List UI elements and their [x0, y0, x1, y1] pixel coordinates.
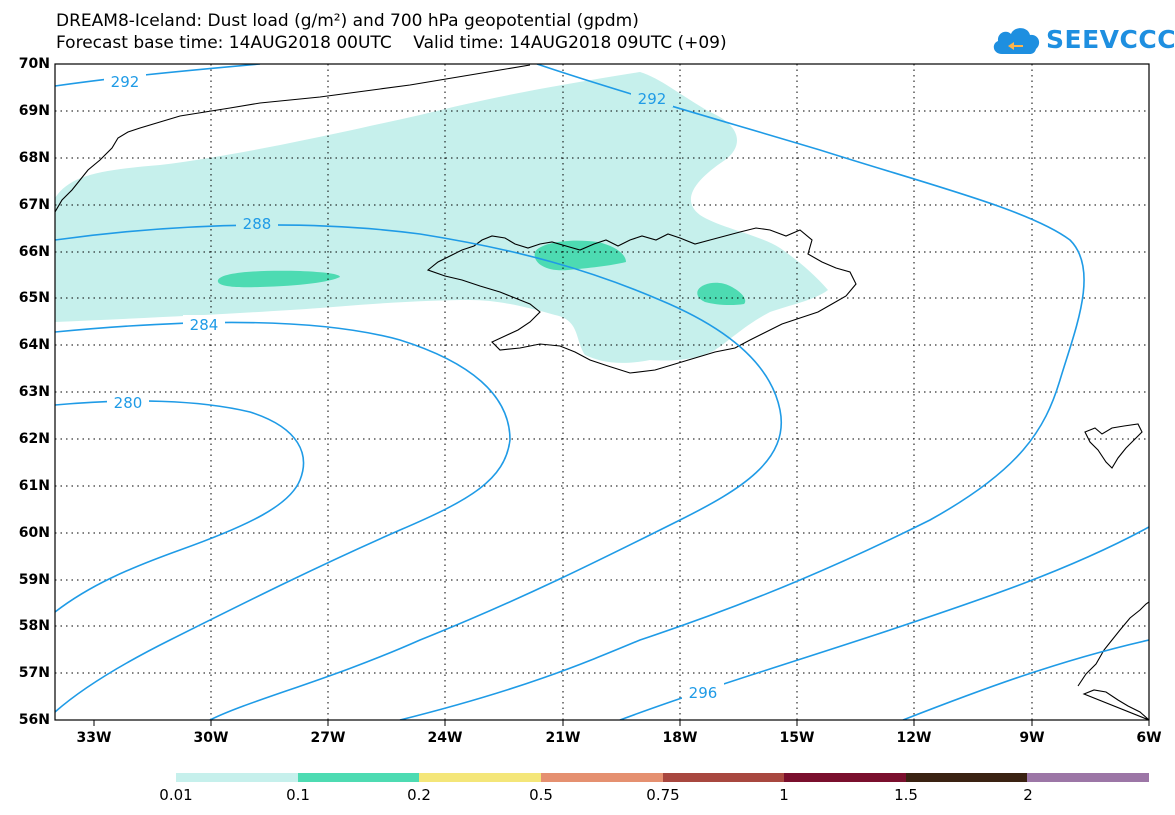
lat-label: 62N	[18, 431, 50, 447]
lon-label: 9W	[1019, 730, 1045, 746]
lon-label: 27W	[310, 730, 346, 746]
colorbar-label: 0.01	[159, 786, 193, 804]
colorbar-segment	[784, 773, 906, 782]
scotland-coast	[1077, 601, 1149, 720]
lat-label: 70N	[18, 56, 50, 72]
lon-label: 24W	[427, 730, 463, 746]
lon-label: 6W	[1136, 730, 1162, 746]
lat-label: 58N	[18, 618, 50, 634]
colorbar-label: 1.5	[894, 786, 918, 804]
dust-area-medium-1	[217, 270, 340, 288]
lat-label: 63N	[18, 384, 50, 400]
seevccc-logo: SEEVCCC	[990, 22, 1175, 58]
colorbar-label: 0.1	[286, 786, 310, 804]
contour-labels: 292 292 288 284 280 296	[104, 72, 724, 702]
colorbar-segment	[662, 773, 785, 782]
contour-292-east	[399, 64, 1085, 720]
contour-284	[55, 321, 511, 713]
colorbar	[176, 773, 1149, 782]
colorbar-segment	[297, 773, 420, 782]
lat-label: 56N	[18, 712, 50, 728]
contour-280	[55, 400, 305, 613]
map-title: DREAM8-Iceland: Dust load (g/m²) and 700…	[56, 11, 639, 31]
lat-label: 69N	[18, 103, 50, 119]
lon-label: 18W	[662, 730, 698, 746]
contour-label: 288	[243, 215, 272, 233]
map-grid	[55, 64, 1149, 720]
colorbar-label: 0.5	[529, 786, 553, 804]
cloud-icon	[993, 28, 1040, 54]
colorbar-label: 0.2	[407, 786, 431, 804]
colorbar-label: 1	[779, 786, 789, 804]
lon-label: 12W	[896, 730, 932, 746]
faroe-coast	[1084, 423, 1143, 469]
colorbar-segment	[176, 773, 298, 782]
lat-label: 65N	[18, 290, 50, 306]
iceland-coast	[426, 227, 857, 374]
map-subtitle: Forecast base time: 14AUG2018 00UTC Vali…	[56, 33, 727, 53]
contour-300	[902, 639, 1149, 720]
logo-text: SEEVCCC	[1046, 25, 1175, 54]
lat-label: 60N	[18, 525, 50, 541]
lat-label: 61N	[18, 478, 50, 494]
contour-292-west	[55, 64, 261, 87]
lon-label: 30W	[193, 730, 229, 746]
lon-label: 21W	[545, 730, 581, 746]
colorbar-segment	[905, 773, 1028, 782]
map-frame	[54, 63, 1150, 721]
lat-label: 68N	[18, 150, 50, 166]
colorbar-label: 0.75	[646, 786, 680, 804]
map-ticks	[93, 720, 1150, 726]
lat-label: 57N	[18, 665, 50, 681]
greenland-coast	[55, 64, 531, 213]
lon-label: 33W	[76, 730, 112, 746]
coastlines	[55, 64, 1149, 720]
lon-label: 15W	[779, 730, 815, 746]
contour-label: 292	[111, 73, 140, 91]
colorbar-segment	[419, 773, 541, 782]
lat-label: 66N	[18, 244, 50, 260]
colorbar-segment	[540, 773, 663, 782]
contour-288	[55, 224, 783, 720]
colorbar-label: 2	[1023, 786, 1033, 804]
contour-label: 296	[689, 684, 718, 702]
lat-label: 64N	[18, 337, 50, 353]
lat-label: 67N	[18, 197, 50, 213]
contour-label: 280	[114, 394, 143, 412]
dust-area-light	[55, 72, 828, 363]
contour-label: 292	[638, 90, 667, 108]
lat-label: 59N	[18, 572, 50, 588]
colorbar-segment	[1027, 773, 1149, 782]
contour-label: 284	[190, 316, 219, 334]
dust-area-medium-3	[697, 282, 746, 306]
